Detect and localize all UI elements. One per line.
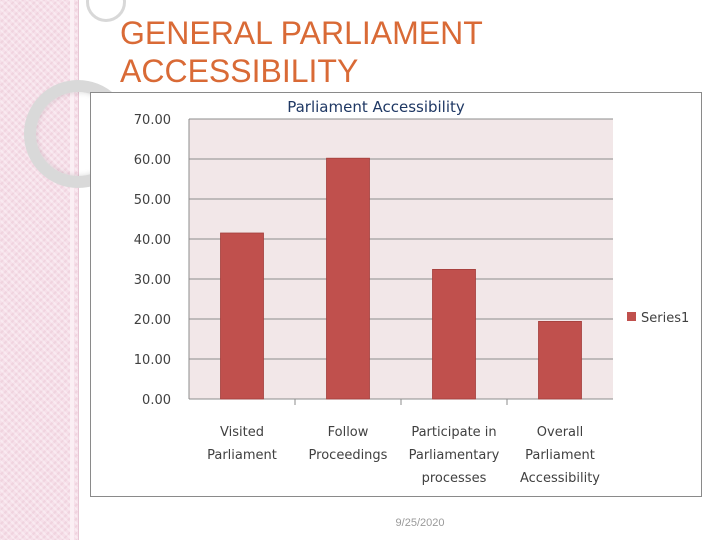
x-category-label: Accessibility bbox=[520, 471, 600, 486]
x-category-label: Follow bbox=[328, 425, 369, 440]
y-tick-label: 40.00 bbox=[134, 233, 171, 248]
x-category-label: Proceedings bbox=[309, 448, 388, 463]
x-category-label: Participate in bbox=[411, 425, 496, 440]
y-tick-label: 50.00 bbox=[134, 193, 171, 208]
slide-date: 9/25/2020 bbox=[395, 517, 445, 529]
x-category-label: Visited bbox=[220, 425, 264, 440]
bar bbox=[432, 268, 476, 400]
x-category-label: processes bbox=[422, 471, 487, 486]
x-category-label: Parliament bbox=[207, 448, 277, 463]
bar-chart: Parliament Accessibility 0.00 10.00 20.00 30… bbox=[134, 98, 689, 486]
y-tick-label: 20.00 bbox=[134, 313, 171, 328]
slide-title: GENERAL PARLIAMENT ACCESSIBILITY bbox=[120, 14, 640, 90]
y-tick-label: 30.00 bbox=[134, 273, 171, 288]
legend-label: Series1 bbox=[641, 311, 689, 326]
y-tick-label: 60.00 bbox=[134, 153, 171, 168]
slide-title-line-2: ACCESSIBILITY bbox=[120, 53, 359, 89]
chart-title: Parliament Accessibility bbox=[287, 98, 465, 116]
legend-swatch bbox=[627, 312, 636, 321]
chart-frame: Parliament Accessibility 0.00 10.00 20.00 30… bbox=[90, 92, 702, 497]
y-tick-label: 70.00 bbox=[134, 113, 171, 128]
x-category-label: Overall bbox=[537, 425, 583, 440]
y-tick-label: 10.00 bbox=[134, 353, 171, 368]
slide-title-line-1: GENERAL PARLIAMENT bbox=[120, 15, 483, 51]
bar bbox=[538, 320, 582, 400]
y-tick-label: 0.00 bbox=[142, 393, 171, 408]
bar bbox=[220, 232, 264, 400]
bar bbox=[326, 157, 370, 400]
decorative-strip-line bbox=[70, 0, 74, 540]
x-category-label: Parliamentary bbox=[409, 448, 500, 463]
x-category-label: Parliament bbox=[525, 448, 595, 463]
